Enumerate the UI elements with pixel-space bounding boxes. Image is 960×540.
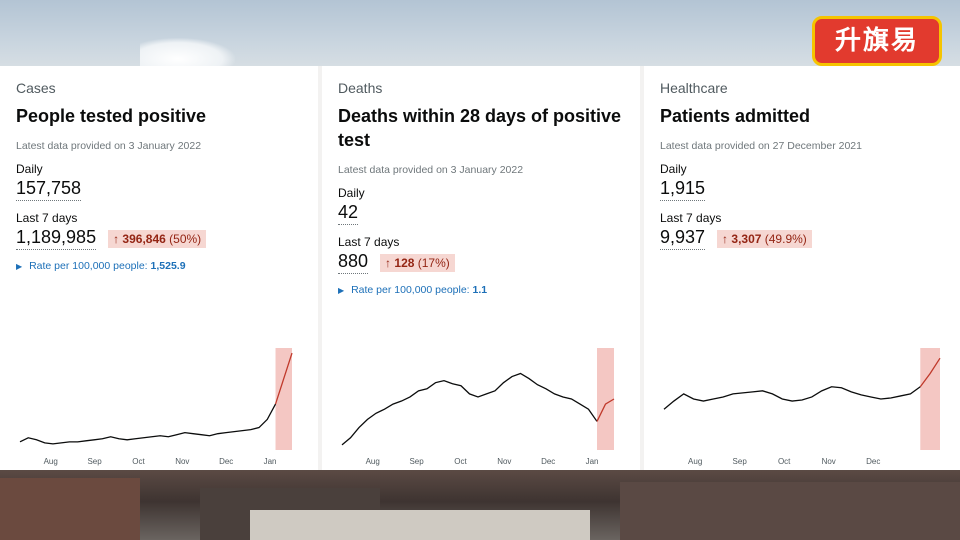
x-tick-label: Sep xyxy=(87,457,102,466)
rate-toggle[interactable]: ▶ Rate per 100,000 people: 1,525.9 xyxy=(16,260,302,272)
x-tick-label: Nov xyxy=(175,457,189,466)
rate-label: Rate per 100,000 people: xyxy=(29,260,148,272)
arrow-up-icon: ↑ xyxy=(113,231,120,246)
dashboard-panel-row: Cases People tested positive Latest data… xyxy=(0,66,960,470)
latest-data-date: Latest data provided on 3 January 2022 xyxy=(338,164,524,176)
last7-label: Last 7 days xyxy=(660,211,722,225)
cloud xyxy=(140,38,235,68)
triangle-right-icon: ▶ xyxy=(338,286,345,295)
change-percent: (49.9%) xyxy=(764,231,807,246)
recent-series-line xyxy=(919,357,941,388)
last7-label: Last 7 days xyxy=(16,211,78,225)
change-percent: (17%) xyxy=(417,255,450,270)
card-title[interactable]: Patients admitted xyxy=(660,106,811,126)
x-tick-label: Dec xyxy=(541,457,555,466)
recent-period-highlight xyxy=(597,348,614,450)
recent-series-line xyxy=(596,398,615,422)
daily-value[interactable]: 157,758 xyxy=(16,178,82,201)
arrow-up-icon: ↑ xyxy=(385,255,392,270)
x-tick-label: Sep xyxy=(409,457,424,466)
x-tick-label: Sep xyxy=(733,457,748,466)
change-percent: (50%) xyxy=(169,231,202,246)
cases-chart: Aug Sep Oct Nov Dec Jan xyxy=(19,348,293,466)
rate-toggle[interactable]: ▶ Rate per 100,000 people: 1.1 xyxy=(338,284,624,296)
triangle-right-icon: ▶ xyxy=(16,262,23,271)
roof xyxy=(250,510,590,540)
deaths-chart: Aug Sep Oct Nov Dec Jan xyxy=(341,348,615,466)
arrow-up-icon: ↑ xyxy=(722,231,729,246)
buildings-background xyxy=(0,470,960,540)
x-tick-label: Dec xyxy=(866,457,880,466)
daily-label: Daily xyxy=(338,186,365,200)
latest-data-date: Latest data provided on 3 January 2022 xyxy=(16,140,202,152)
daily-label: Daily xyxy=(16,162,43,176)
recent-period-highlight xyxy=(920,348,940,450)
last7-value[interactable]: 9,937 xyxy=(660,227,706,250)
card-deaths[interactable]: Deaths Deaths within 28 days of positive… xyxy=(322,66,640,470)
card-title[interactable]: People tested positive xyxy=(16,106,207,126)
change-badge: ↑ 3,307 (49.9%) xyxy=(717,229,812,248)
rate-value: 1.1 xyxy=(472,284,488,296)
series-line xyxy=(341,372,598,446)
x-tick-label: Oct xyxy=(778,457,791,466)
change-value: 396,846 xyxy=(122,231,166,246)
card-category: Cases xyxy=(16,80,56,96)
last7-value[interactable]: 1,189,985 xyxy=(16,227,97,250)
building xyxy=(620,482,960,540)
rate-label: Rate per 100,000 people: xyxy=(351,284,470,296)
card-cases[interactable]: Cases People tested positive Latest data… xyxy=(0,66,318,470)
series-line xyxy=(19,403,277,445)
x-tick-label: Nov xyxy=(497,457,511,466)
daily-label: Daily xyxy=(660,162,687,176)
card-category: Deaths xyxy=(338,80,383,96)
rate-value: 1,525.9 xyxy=(150,260,186,272)
card-healthcare[interactable]: Healthcare Patients admitted Latest data… xyxy=(644,66,960,470)
last7-label: Last 7 days xyxy=(338,235,400,249)
card-title[interactable]: Deaths within 28 days of positive test xyxy=(338,106,622,150)
latest-data-date: Latest data provided on 27 December 2021 xyxy=(660,140,862,152)
card-category: Healthcare xyxy=(660,80,728,96)
x-tick-label: Aug xyxy=(366,457,380,466)
building xyxy=(0,478,140,540)
daily-value[interactable]: 42 xyxy=(338,202,359,225)
recent-series-line xyxy=(274,352,293,405)
x-tick-label: Jan xyxy=(586,457,599,466)
x-tick-label: Jan xyxy=(264,457,277,466)
change-value: 3,307 xyxy=(731,231,762,246)
channel-logo: 升旗易 xyxy=(812,16,942,66)
change-badge: ↑ 396,846 (50%) xyxy=(108,229,207,248)
x-tick-label: Oct xyxy=(132,457,145,466)
admissions-chart: Aug Sep Oct Nov Dec xyxy=(663,348,941,466)
daily-value[interactable]: 1,915 xyxy=(660,178,706,201)
x-tick-label: Nov xyxy=(822,457,836,466)
x-tick-label: Aug xyxy=(688,457,702,466)
series-line xyxy=(663,386,921,410)
recent-period-highlight xyxy=(275,348,292,450)
change-badge: ↑ 128 (17%) xyxy=(380,253,455,272)
change-value: 128 xyxy=(394,255,415,270)
x-tick-label: Aug xyxy=(44,457,58,466)
x-tick-label: Oct xyxy=(454,457,467,466)
x-tick-label: Dec xyxy=(219,457,233,466)
last7-value[interactable]: 880 xyxy=(338,251,369,274)
